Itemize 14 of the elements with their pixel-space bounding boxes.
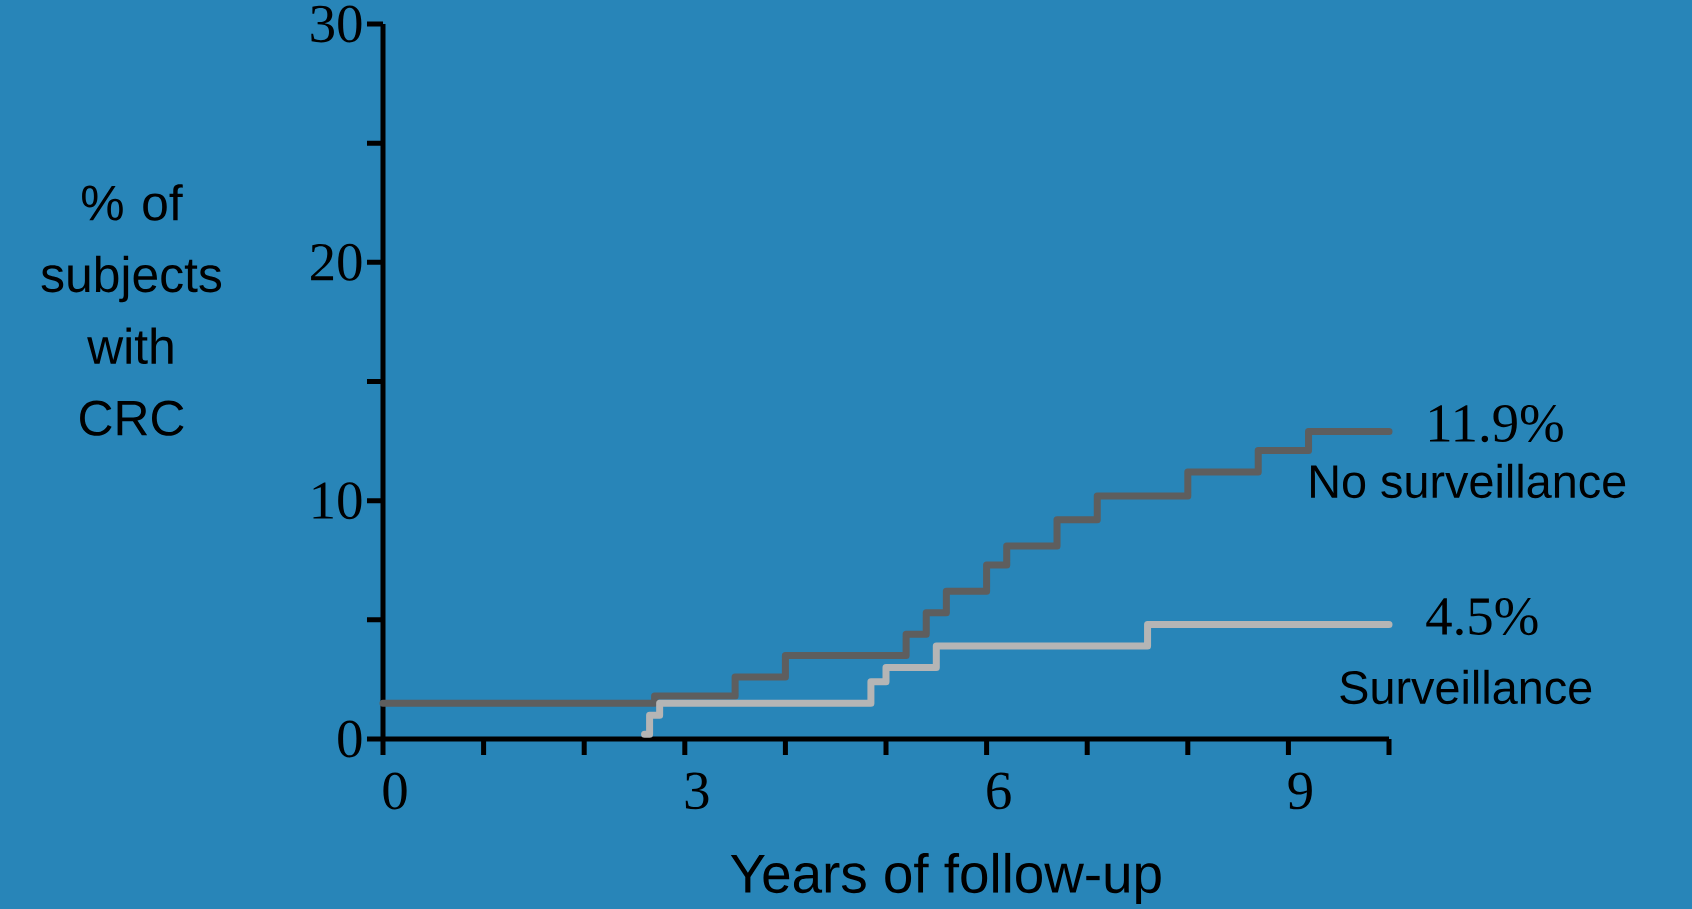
y-tick-label: 10 [313,482,362,520]
series-label: Surveillance [1340,669,1592,705]
x-tick-label: 3 [685,772,709,810]
y-tick-label: 0 [338,720,362,758]
y-tick-label: 20 [311,243,362,281]
annotation: 4.5% [1426,597,1538,636]
y-axis-title: % of subjects with CRC [41,184,222,436]
x-tick-label: 9 [1288,772,1312,810]
y-tick-label: 30 [311,5,362,43]
annotation: 11.9% [1430,404,1563,443]
x-axis-title: Years of follow-up [730,852,1161,904]
x-tick-label: 0 [383,772,407,810]
x-tick-label: 6 [987,772,1011,810]
series-label: No surveillance [1311,463,1626,499]
